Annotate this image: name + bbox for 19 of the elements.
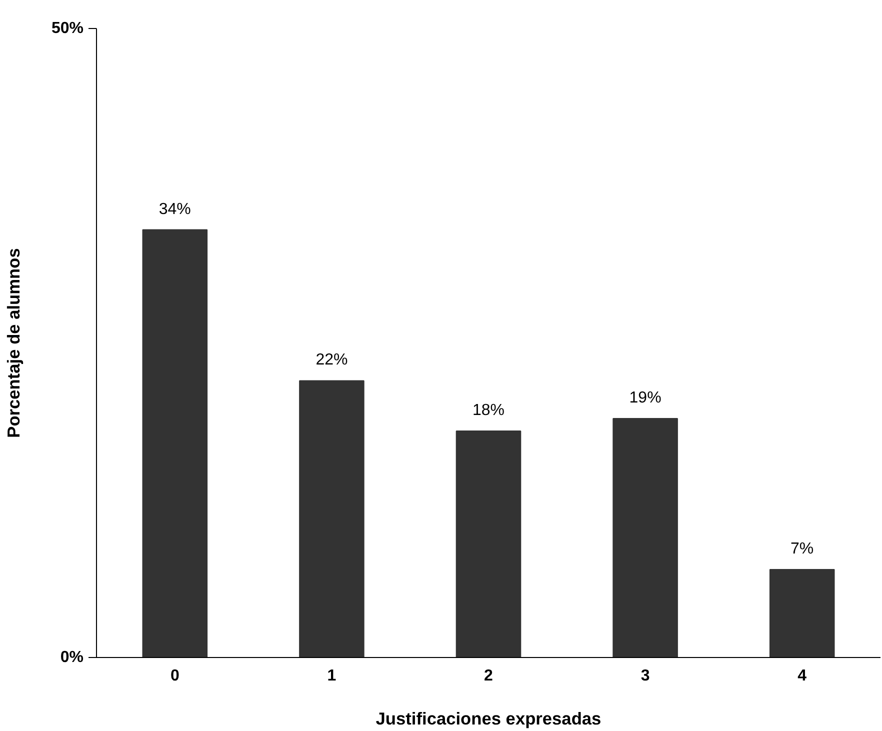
data-label: 34% [158, 200, 191, 218]
data-label: 18% [472, 402, 505, 420]
x-tick-label: 1 [327, 668, 336, 684]
bar [142, 229, 208, 658]
data-label: 7% [790, 540, 814, 558]
x-tick-label: 2 [484, 668, 494, 684]
x-tick-label: 0 [170, 668, 180, 684]
y-tick-label: 0% [60, 649, 84, 666]
x-tick-label: 3 [640, 668, 650, 684]
bar [769, 568, 835, 658]
bar [299, 380, 364, 658]
bar [456, 430, 522, 658]
data-label: 19% [629, 389, 662, 406]
y-tick-label: 50% [51, 20, 84, 37]
x-tick-label: 4 [798, 668, 807, 684]
x-axis-title: Justificaciones expresadas [376, 708, 602, 728]
bar [612, 418, 678, 658]
y-axis-title: Porcentaje de alumnos [3, 248, 24, 438]
data-label: 22% [316, 352, 348, 369]
